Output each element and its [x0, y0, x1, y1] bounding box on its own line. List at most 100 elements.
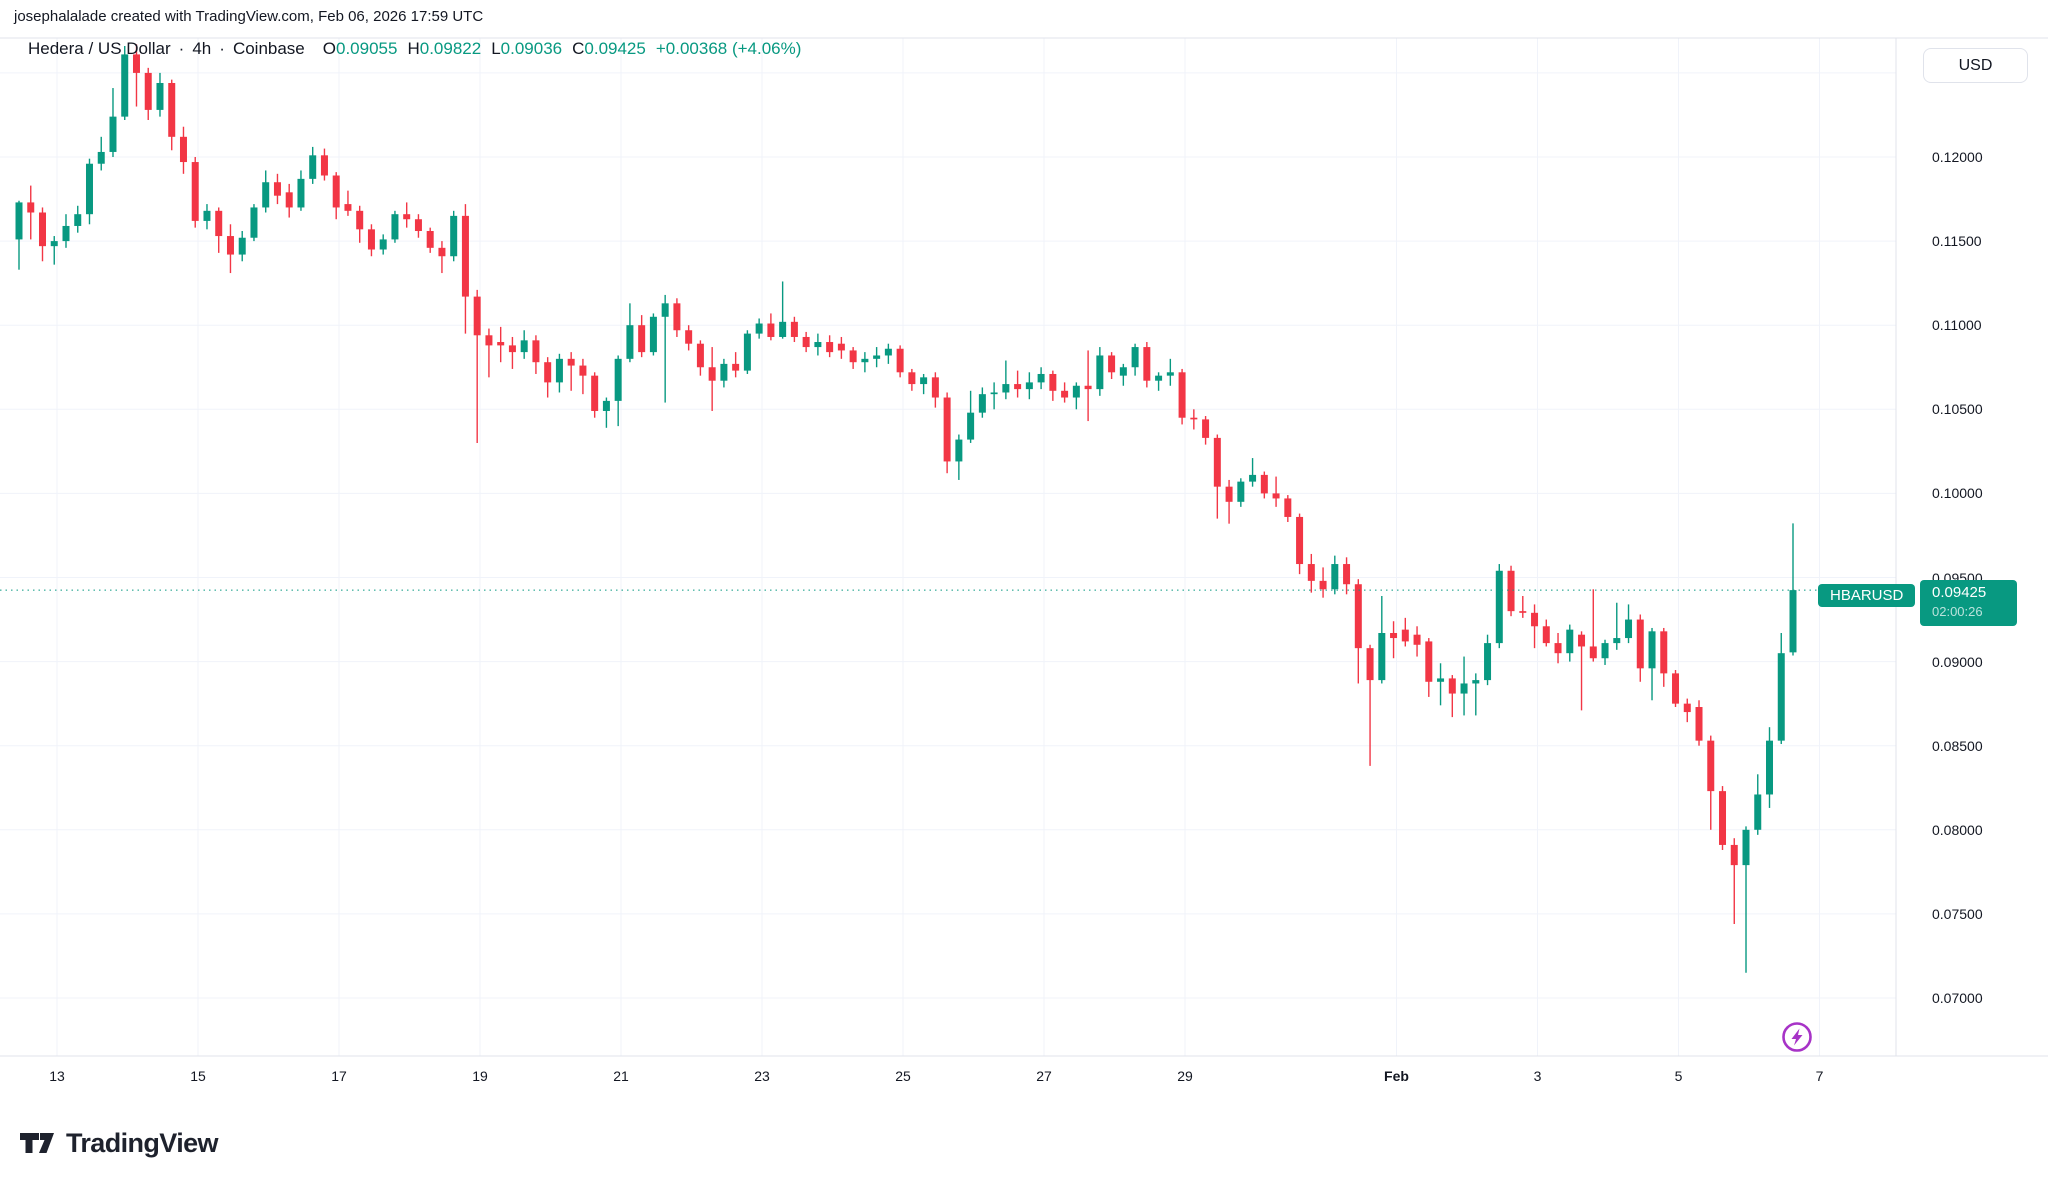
candle[interactable]	[767, 313, 775, 341]
candle[interactable]	[1225, 479, 1233, 524]
candle[interactable]	[1296, 513, 1304, 575]
candle[interactable]	[27, 185, 35, 240]
candle[interactable]	[1484, 634, 1492, 686]
candle[interactable]	[1636, 614, 1644, 682]
candle[interactable]	[673, 298, 681, 337]
candle[interactable]	[1437, 663, 1445, 706]
candle[interactable]	[920, 373, 928, 395]
candle[interactable]	[1425, 638, 1433, 697]
boost-button[interactable]	[1777, 1017, 1817, 1057]
candle[interactable]	[250, 204, 258, 242]
candle[interactable]	[790, 316, 798, 343]
candle[interactable]	[1589, 589, 1597, 662]
candle[interactable]	[1155, 372, 1163, 391]
candle[interactable]	[638, 315, 646, 358]
candle[interactable]	[1777, 633, 1785, 745]
candle[interactable]	[38, 207, 46, 262]
candle[interactable]	[1002, 360, 1010, 400]
candle[interactable]	[685, 325, 693, 351]
interval-label[interactable]: 4h	[192, 39, 212, 58]
candle[interactable]	[1460, 656, 1468, 716]
candle[interactable]	[978, 387, 986, 418]
candle[interactable]	[1390, 621, 1398, 659]
candle[interactable]	[826, 335, 834, 358]
candle[interactable]	[262, 170, 270, 213]
candle[interactable]	[238, 231, 246, 262]
candle[interactable]	[1625, 604, 1633, 644]
candle[interactable]	[1448, 675, 1456, 718]
candle[interactable]	[861, 352, 869, 373]
candle[interactable]	[1037, 367, 1045, 390]
candle[interactable]	[849, 347, 857, 369]
candle[interactable]	[1554, 633, 1562, 664]
candle[interactable]	[62, 214, 70, 248]
candle[interactable]	[649, 313, 657, 356]
candle[interactable]	[1272, 476, 1280, 507]
candle[interactable]	[109, 88, 117, 157]
candle[interactable]	[896, 345, 904, 378]
candle[interactable]	[1237, 478, 1245, 507]
tradingview-logo[interactable]: TradingView	[18, 1124, 219, 1162]
candle[interactable]	[743, 330, 751, 374]
candle[interactable]	[320, 148, 328, 181]
candle[interactable]	[156, 72, 164, 117]
candle[interactable]	[497, 326, 505, 363]
candle[interactable]	[403, 202, 411, 228]
candle[interactable]	[309, 146, 317, 184]
currency-toggle-button[interactable]: USD	[1923, 48, 2028, 83]
candle[interactable]	[1331, 555, 1339, 595]
candle[interactable]	[426, 227, 434, 253]
candle[interactable]	[121, 45, 129, 120]
candle[interactable]	[802, 331, 810, 353]
candle[interactable]	[1166, 358, 1174, 386]
candle[interactable]	[579, 358, 587, 395]
candle[interactable]	[779, 281, 787, 339]
candle[interactable]	[1260, 471, 1268, 499]
candle[interactable]	[1566, 624, 1574, 662]
price-scale[interactable]: 0.12000 0.11500 0.11000 0.10500 0.10000 0.095…	[1896, 38, 2048, 1056]
candle[interactable]	[943, 392, 951, 474]
candle[interactable]	[1542, 619, 1550, 647]
candle[interactable]	[908, 368, 916, 391]
candle[interactable]	[1648, 627, 1656, 701]
chart-legend[interactable]: Hedera / US Dollar · 4h · Coinbase O0.09…	[28, 39, 801, 59]
candle[interactable]	[1601, 639, 1609, 665]
candle[interactable]	[1307, 553, 1315, 593]
candle[interactable]	[1660, 627, 1668, 687]
candle[interactable]	[1766, 727, 1774, 808]
candle[interactable]	[1730, 838, 1738, 924]
candle[interactable]	[285, 183, 293, 218]
candle[interactable]	[591, 372, 599, 418]
candle[interactable]	[1108, 352, 1116, 380]
candle[interactable]	[1754, 774, 1762, 835]
candle[interactable]	[1613, 602, 1621, 650]
candle[interactable]	[567, 352, 575, 391]
candle[interactable]	[1742, 826, 1750, 973]
candle[interactable]	[1061, 382, 1069, 403]
candle[interactable]	[414, 214, 422, 238]
candle[interactable]	[332, 172, 340, 220]
candle[interactable]	[438, 241, 446, 274]
candle[interactable]	[1413, 626, 1421, 657]
candle[interactable]	[1014, 370, 1022, 398]
candle[interactable]	[1707, 735, 1715, 830]
candle[interactable]	[1249, 458, 1257, 487]
candle[interactable]	[179, 126, 187, 174]
candle[interactable]	[1789, 523, 1797, 656]
candle[interactable]	[356, 205, 364, 243]
candle[interactable]	[1719, 786, 1727, 850]
candle[interactable]	[1049, 370, 1057, 401]
candle[interactable]	[191, 157, 199, 228]
candle[interactable]	[1119, 363, 1127, 386]
candle[interactable]	[955, 434, 963, 480]
candle[interactable]	[1354, 579, 1362, 684]
candle[interactable]	[1519, 596, 1527, 618]
candle[interactable]	[967, 390, 975, 443]
candle[interactable]	[85, 158, 93, 225]
candle[interactable]	[837, 336, 845, 359]
candle[interactable]	[1578, 631, 1586, 711]
candle[interactable]	[1190, 409, 1198, 430]
candle[interactable]	[50, 236, 58, 265]
candle[interactable]	[732, 352, 740, 378]
